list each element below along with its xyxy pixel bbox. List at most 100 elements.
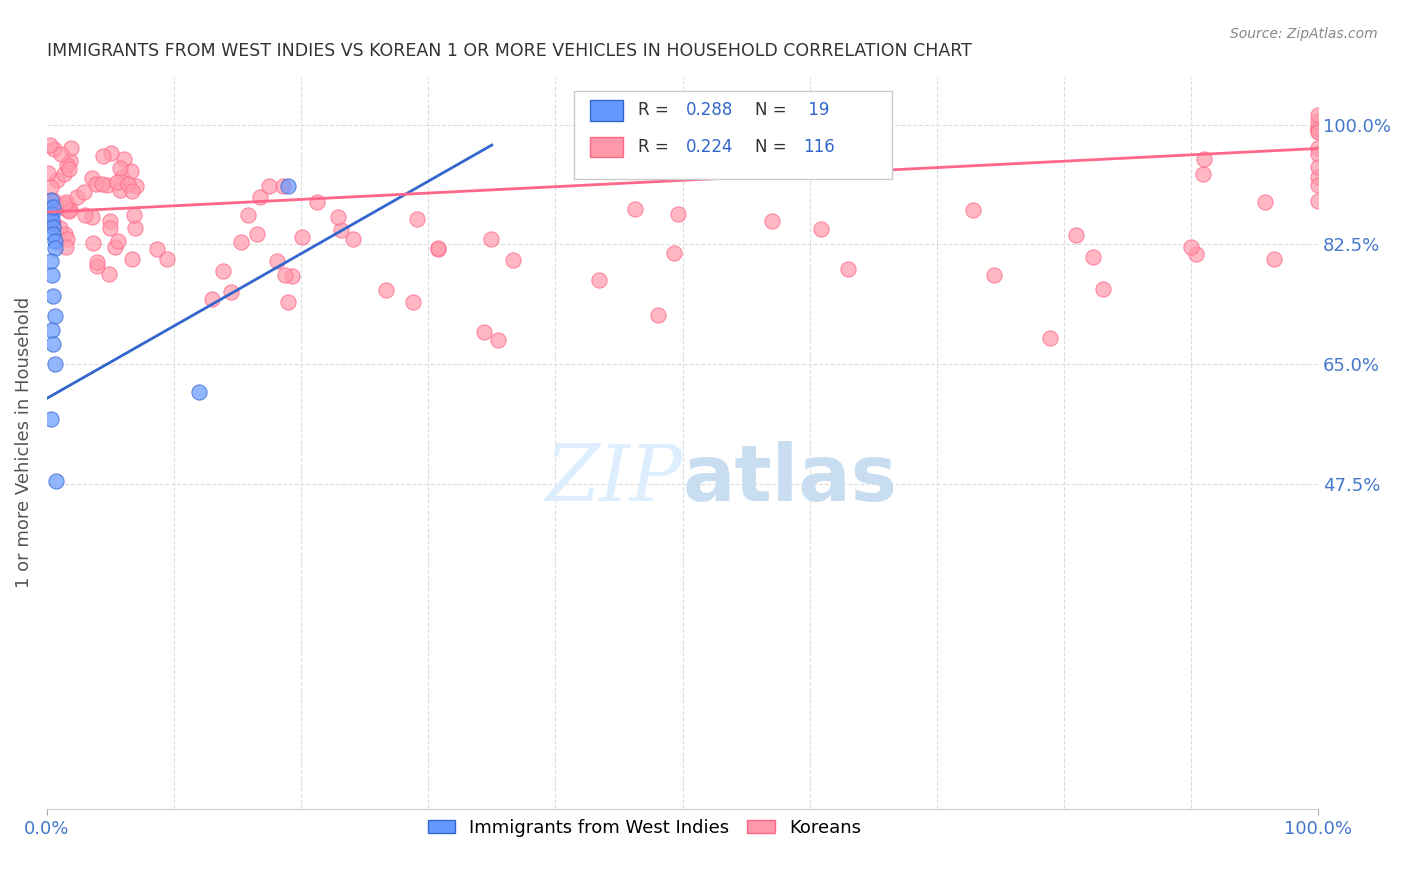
Point [58,162,80,177]
Point [330,223,353,237]
Text: R =: R = [638,102,673,120]
Point [86,255,108,269]
Point [1308,125,1330,139]
Point [427,242,450,256]
Point [1081,250,1104,264]
Point [49,221,72,235]
Point [983,268,1005,282]
Point [1180,240,1202,254]
Point [145,242,167,256]
Point [257,179,280,194]
Point [122,208,145,222]
Point [266,253,288,268]
Point [42,142,65,156]
Text: Source: ZipAtlas.com: Source: ZipAtlas.com [1230,27,1378,41]
Point [1039,331,1062,345]
Point [55,232,77,246]
Point [53,197,76,211]
Point [1064,227,1087,242]
Point [1308,146,1330,161]
Point [1192,152,1215,166]
Point [1308,170,1330,185]
Point [93,148,115,162]
Point [39,254,62,268]
Point [86,259,108,273]
Point [45,474,67,488]
Point [588,273,610,287]
Point [51,146,73,161]
Point [84,178,107,192]
Point [73,208,96,222]
FancyBboxPatch shape [589,100,623,120]
Point [1308,108,1330,122]
Point [44,234,66,248]
Point [472,325,495,339]
Point [37,198,59,212]
Point [201,292,224,306]
Point [1308,120,1330,135]
Text: 19: 19 [803,102,830,120]
FancyBboxPatch shape [589,136,623,157]
Point [108,161,131,176]
Point [125,178,148,193]
Point [124,221,146,235]
Point [120,164,142,178]
Point [1308,114,1330,128]
Point [647,308,669,322]
Point [229,235,252,249]
Point [624,202,647,216]
Point [271,178,294,193]
Point [219,285,242,300]
Point [1308,124,1330,138]
Point [1308,178,1330,193]
Point [1254,195,1277,210]
Point [73,185,96,199]
Point [98,220,121,235]
Point [111,170,134,185]
Point [39,193,62,207]
Point [1308,160,1330,174]
Point [45,172,67,186]
Point [502,253,524,268]
Point [98,214,121,228]
Point [42,200,65,214]
Point [1308,121,1330,136]
Point [41,180,63,194]
Point [42,216,65,230]
Point [328,211,350,225]
Point [82,170,104,185]
Point [121,184,143,198]
Point [188,384,211,399]
Point [962,203,984,218]
Point [427,241,450,255]
Point [41,323,63,337]
Point [291,230,314,244]
Point [42,336,65,351]
Point [810,222,832,236]
Point [117,178,139,192]
Text: R =: R = [638,138,673,156]
Point [42,288,65,302]
Point [42,220,65,235]
Point [375,284,398,298]
Text: 116: 116 [803,138,835,156]
Point [37,166,59,180]
Point [110,183,132,197]
Point [401,294,423,309]
Point [486,333,509,347]
Point [104,240,127,254]
Point [156,252,179,266]
Point [236,208,259,222]
Text: 0.224: 0.224 [686,138,734,156]
Point [1185,246,1208,260]
Point [58,202,80,217]
Point [55,195,77,210]
Point [53,227,76,241]
Point [80,210,103,224]
Legend: Immigrants from West Indies, Koreans: Immigrants from West Indies, Koreans [420,812,869,844]
Point [52,167,75,181]
Y-axis label: 1 or more Vehicles in Household: 1 or more Vehicles in Household [15,297,32,589]
Point [44,241,66,255]
Point [41,268,63,282]
Text: IMMIGRANTS FROM WEST INDIES VS KOREAN 1 OR MORE VEHICLES IN HOUSEHOLD CORRELATIO: IMMIGRANTS FROM WEST INDIES VS KOREAN 1 … [46,42,972,60]
